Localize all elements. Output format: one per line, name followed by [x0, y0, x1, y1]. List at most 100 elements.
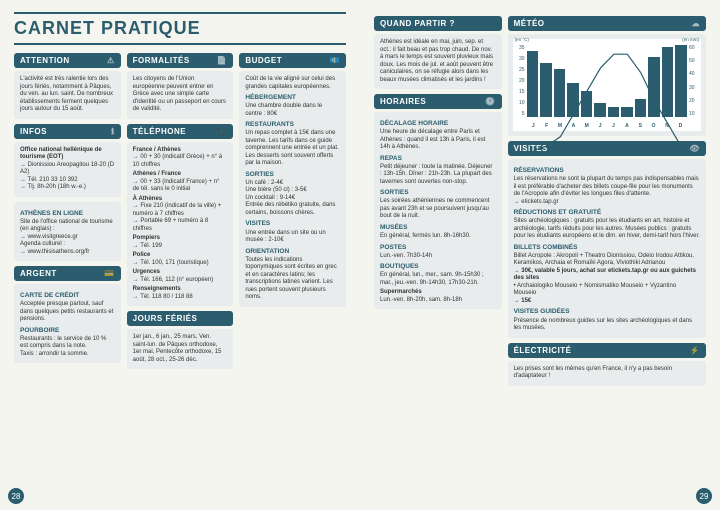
chart-bar [662, 47, 674, 117]
budget-s3: Un cocktail : 9-14€ [245, 195, 340, 203]
cloud-icon: ☁ [692, 19, 701, 28]
chart-bar [635, 99, 647, 117]
vis-body3d: → 15€ [514, 298, 700, 306]
infos-box-1: Office national hellénique de tourisme (… [14, 142, 121, 197]
meteo-chart: (en °C) (en mm) 3530252015105 6050403020… [513, 39, 701, 131]
infos-l6: Agenda culturel : [20, 241, 115, 249]
hor-body3: Les soirées athéniennes ne commencent pa… [380, 198, 496, 221]
budget-header-label: BUDGET [245, 56, 282, 65]
col-3: BUDGET 💶 Coût de la vie aligné sur celui… [239, 53, 346, 374]
infos-l3: → Tlj. 8h-20h (18h w.-e.) [20, 184, 115, 192]
infos-l5: → www.visitgreece.gr [20, 234, 115, 242]
tel-sub5: Police [133, 252, 228, 260]
budget-header: BUDGET 💶 [239, 53, 346, 68]
tel-sub2: Athènes / France [133, 171, 228, 179]
budget-sub2: RESTAURANTS [245, 121, 340, 129]
budget-s1: Un café : 2-4€ [245, 180, 340, 188]
jours-header: JOURS FÉRIÉS [127, 311, 234, 326]
elec-header-label: ÉLECTRICITÉ [514, 346, 572, 355]
meteo-chart-box: (en °C) (en mm) 3530252015105 6050403020… [508, 34, 706, 136]
budget-s4: Entrée des rébétiko gratuite, dans certa… [245, 202, 340, 217]
horaires-header-label: HORAIRES [380, 97, 426, 106]
chart-bar [621, 107, 633, 117]
infos-l7: → www.thisisathens.org/fr [20, 249, 115, 257]
col-b: MÉTÉO ☁ (en °C) (en mm) 3530252015105 60… [508, 16, 706, 391]
yaxis-right-tick: 40 [689, 71, 699, 77]
vis-body3b: → 30€, valable 5 jours, achat sur eticke… [514, 268, 700, 283]
visites-header: VISITES 👁 [508, 141, 706, 156]
chart-bar [594, 103, 606, 117]
vis-sub2: RÉDUCTIONS ET GRATUITÉ [514, 209, 700, 217]
visites-box: RÉSERVATIONS Les réservations ne sont la… [508, 159, 706, 338]
budget-s2: Une bière (50 cl) : 3-5€ [245, 187, 340, 195]
tel-l2: → 00 + 33 (indicatif France) + n° de tél… [133, 179, 228, 194]
tel-l6: → Tél. 166, 112 (n° européen) [133, 277, 228, 285]
chart-month-label: J [527, 123, 540, 129]
budget-sub4: VISITES [245, 220, 340, 228]
hor-sub7: Supermarchés [380, 289, 496, 297]
page-left: CARNET PRATIQUE ATTENTION ⚠ L'activité e… [0, 0, 360, 510]
budget-body2: Une chambre double dans le centre : 80€ [245, 103, 340, 118]
infos-l2: → Tél. 210 33 10 392 [20, 177, 115, 185]
vis-body3a: Billet Acropole : Akropoli + Theatro Dio… [514, 253, 700, 268]
rain-axis-label: (en mm) [682, 37, 699, 42]
right-columns: QUAND PARTIR ? Athènes est idéale en mai… [374, 16, 706, 391]
tel-l3b: → Portable 69 + numéro à 8 chiffres [133, 218, 228, 233]
clock-icon: 🕐 [485, 97, 495, 106]
formalites-body: Les citoyens de l'Union européenne peuve… [133, 76, 228, 114]
chart-month-label: M [553, 123, 566, 129]
bolt-icon: ⚡ [690, 346, 700, 355]
chart-bar [567, 83, 579, 117]
budget-body3: Un repas complet à 15€ dans une taverne.… [245, 130, 340, 168]
chart-months: JFMAMJJASOND [527, 123, 687, 129]
left-columns: ATTENTION ⚠ L'activité est très ralentie… [14, 53, 346, 374]
vis-body4: Présence de nombreux guides sur les site… [514, 318, 700, 333]
vis-body2: Sites archéologiques : gratuits pour les… [514, 218, 700, 241]
argent-header: ARGENT 💳 [14, 266, 121, 281]
warning-icon: ⚠ [107, 56, 115, 65]
attention-header-label: ATTENTION [20, 56, 70, 65]
page-number-left: 28 [8, 488, 24, 504]
main-title: CARNET PRATIQUE [14, 18, 346, 39]
hor-sub3: SORTIES [380, 189, 496, 197]
chart-bar [608, 107, 620, 117]
infos-l4: Site de l'office national de tourisme (e… [20, 219, 115, 234]
tel-l4: → Tél. 199 [133, 243, 228, 251]
attention-box: L'activité est très ralentie lors des jo… [14, 71, 121, 119]
hor-body5: Lun.-ven. 7h30-14h [380, 253, 496, 261]
eye-icon: 👁 [689, 144, 700, 153]
yaxis-left-tick: 20 [515, 78, 525, 84]
col-1: ATTENTION ⚠ L'activité est très ralentie… [14, 53, 121, 374]
budget-sub5: ORIENTATION [245, 248, 340, 256]
attention-header: ATTENTION ⚠ [14, 53, 121, 68]
yaxis-left-tick: 10 [515, 100, 525, 106]
hor-sub4: MUSÉES [380, 224, 496, 232]
yaxis-right: 605040302010 [689, 45, 699, 117]
yaxis-left-tick: 5 [515, 111, 525, 117]
meteo-header: MÉTÉO ☁ [508, 16, 706, 31]
vis-body3c: • Archaiologiko Mouseio + Nomismatiko Mo… [514, 283, 700, 298]
vis-sub3: BILLETS COMBINÉS [514, 244, 700, 252]
tel-l3a: → Fixe 210 (indicatif de la ville) + num… [133, 203, 228, 218]
quand-body: Athènes est idéale en mai, juin, sep. et… [380, 39, 496, 84]
budget-body1: Coût de la vie aligné sur celui des gran… [245, 76, 340, 91]
quand-header-label: QUAND PARTIR ? [380, 19, 455, 28]
document-icon: 📄 [217, 56, 227, 65]
tel-sub4: Pompiers [133, 235, 228, 243]
argent-sub2: POURBOIRE [20, 327, 115, 335]
yaxis-left: 3530252015105 [515, 45, 525, 117]
tel-l7: → Tél. 118 80 / 118 88 [133, 294, 228, 302]
page-number-right: 29 [696, 488, 712, 504]
yaxis-right-tick: 10 [689, 111, 699, 117]
formalites-header-label: FORMALITÉS [133, 56, 190, 65]
chart-month-label: N [660, 123, 673, 129]
yaxis-right-tick: 20 [689, 98, 699, 104]
chart-month-label: S [634, 123, 647, 129]
horaires-header: HORAIRES 🕐 [374, 94, 502, 109]
argent-sub1: CARTE DE CRÉDIT [20, 292, 115, 300]
elec-body: Les prises sont les mêmes qu'en France, … [514, 366, 700, 381]
col-2: FORMALITÉS 📄 Les citoyens de l'Union eur… [127, 53, 234, 374]
tel-l1: → 00 + 30 (indicatif Grèce) + n° à 10 ch… [133, 154, 228, 169]
infos-sub1: Office national hellénique de tourisme (… [20, 147, 115, 162]
hor-sub1: DÉCALAGE HORAIRE [380, 120, 496, 128]
